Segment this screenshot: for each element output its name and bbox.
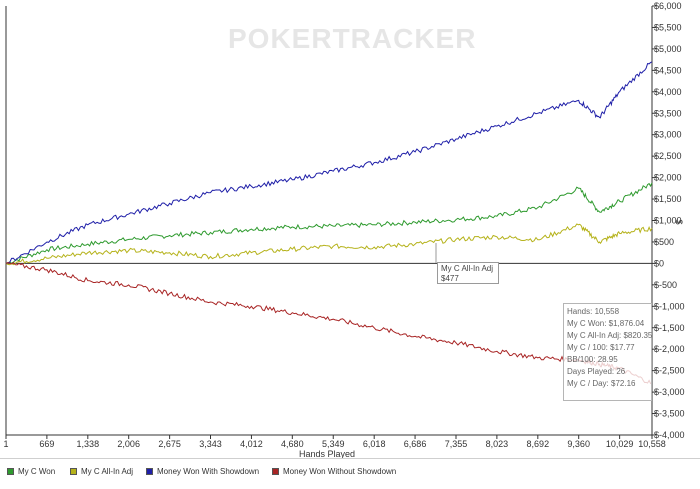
y-tick-label: $6,000 bbox=[654, 1, 682, 11]
y-tick-label: $5,000 bbox=[654, 44, 682, 54]
y-tick-label: $-1,000 bbox=[654, 301, 685, 311]
x-tick-label: 2,006 bbox=[117, 439, 140, 449]
stat-line: My C Won: $1,876.04 bbox=[567, 319, 645, 328]
stat-line: My C / 100: $17.77 bbox=[567, 343, 635, 352]
y-tick-label: $2,500 bbox=[654, 151, 682, 161]
x-tick-label: 2,675 bbox=[158, 439, 181, 449]
legend-item-money-won-with-showdown[interactable]: Money Won With Showdown bbox=[146, 467, 259, 476]
tooltip-series: My C All-In Adj bbox=[441, 264, 494, 273]
legend-label: Money Won With Showdown bbox=[157, 467, 260, 476]
stat-line: BB/100: 28.95 bbox=[567, 355, 618, 364]
watermark: POKERTRACKER bbox=[228, 23, 476, 54]
x-tick-label: 5,349 bbox=[322, 439, 345, 449]
y-tick-label: $-3,500 bbox=[654, 409, 685, 419]
y-tick-label: $4,000 bbox=[654, 87, 682, 97]
x-tick-label: 8,023 bbox=[486, 439, 509, 449]
y-tick-label: $-3,000 bbox=[654, 387, 685, 397]
y-tick-label: $4,500 bbox=[654, 65, 682, 75]
stat-line: My C All-In Adj: $820.35 bbox=[567, 331, 653, 340]
x-tick-label: 1,338 bbox=[77, 439, 100, 449]
line-chart: POKERTRACKER $6,000 $5,500 $5,000 $4,500 $4,… bbox=[3, 1, 685, 458]
x-tick-label: 669 bbox=[39, 439, 54, 449]
y-tick-label: $0 bbox=[654, 258, 664, 268]
x-tick-label: 7,355 bbox=[445, 439, 468, 449]
stat-line: My C / Day: $72.16 bbox=[567, 379, 636, 388]
x-tick-label: 1 bbox=[3, 439, 8, 449]
series-line-my-c-all-in-adj bbox=[5, 223, 653, 266]
series-line-my-c-won bbox=[5, 182, 653, 264]
y-axis: $6,000 $5,500 $5,000 $4,500 $4,000 $3,500 $3,0… bbox=[5, 1, 685, 440]
y-tick-label: $-2,500 bbox=[654, 366, 685, 376]
x-tick-label: 4,680 bbox=[281, 439, 304, 449]
legend-label: My C All-In Adj bbox=[81, 467, 134, 476]
x-tick-label: 10,558 bbox=[638, 439, 666, 449]
tooltip-value: $477 bbox=[441, 274, 459, 283]
y-tick-label: $500 bbox=[654, 237, 674, 247]
y-tick-label: $1,500 bbox=[654, 194, 682, 204]
legend-item-my-c-won[interactable]: My C Won bbox=[7, 467, 55, 476]
stat-line: Hands: 10,558 bbox=[567, 307, 620, 316]
x-tick-label: 6,018 bbox=[363, 439, 386, 449]
legend-item-money-won-without-showdown[interactable]: Money Won Without Showdown bbox=[272, 467, 396, 476]
stat-line: Days Played: 26 bbox=[567, 367, 626, 376]
y-tick-label: $3,000 bbox=[654, 130, 682, 140]
y-tick-label: $-4,000 bbox=[654, 430, 685, 440]
legend-swatch bbox=[146, 468, 153, 475]
legend: My C Won My C All-In Adj Money Won With Sh… bbox=[0, 458, 700, 489]
stats-box: Hands: 10,558 My C Won: $1,876.04 My C All… bbox=[563, 303, 652, 401]
y-tick-label: $5,500 bbox=[654, 22, 682, 32]
legend-swatch bbox=[7, 468, 14, 475]
series-line-money-won-with-showdown bbox=[5, 61, 653, 264]
y-axis-title: $ bbox=[674, 219, 684, 224]
legend-swatch bbox=[70, 468, 77, 475]
y-tick-label: $2,000 bbox=[654, 173, 682, 183]
x-axis: 1 669 1,338 2,006 2,675 3,343 4,012 4,680 5,349 6… bbox=[3, 434, 666, 449]
y-tick-label: $-2,000 bbox=[654, 344, 685, 354]
y-tick-label: $3,500 bbox=[654, 108, 682, 118]
legend-swatch bbox=[272, 468, 279, 475]
x-tick-label: 6,686 bbox=[404, 439, 427, 449]
x-axis-title: Hands Played bbox=[299, 449, 355, 458]
x-tick-label: 8,692 bbox=[527, 439, 550, 449]
series-lines bbox=[5, 61, 653, 384]
x-tick-label: 4,012 bbox=[240, 439, 263, 449]
legend-item-my-c-all-in-adj[interactable]: My C All-In Adj bbox=[70, 467, 133, 476]
x-tick-label: 10,029 bbox=[606, 439, 634, 449]
y-tick-label: $1,000 bbox=[654, 216, 682, 226]
legend-label: Money Won Without Showdown bbox=[283, 467, 397, 476]
y-tick-label: $-1,500 bbox=[654, 323, 685, 333]
hover-tooltip: My C All-In Adj $477 bbox=[437, 262, 499, 284]
x-tick-label: 3,343 bbox=[199, 439, 222, 449]
x-tick-label: 9,360 bbox=[567, 439, 590, 449]
series-line-money-won-without-showdown bbox=[5, 261, 653, 384]
legend-label: My C Won bbox=[18, 467, 56, 476]
y-tick-label: $-500 bbox=[654, 280, 677, 290]
